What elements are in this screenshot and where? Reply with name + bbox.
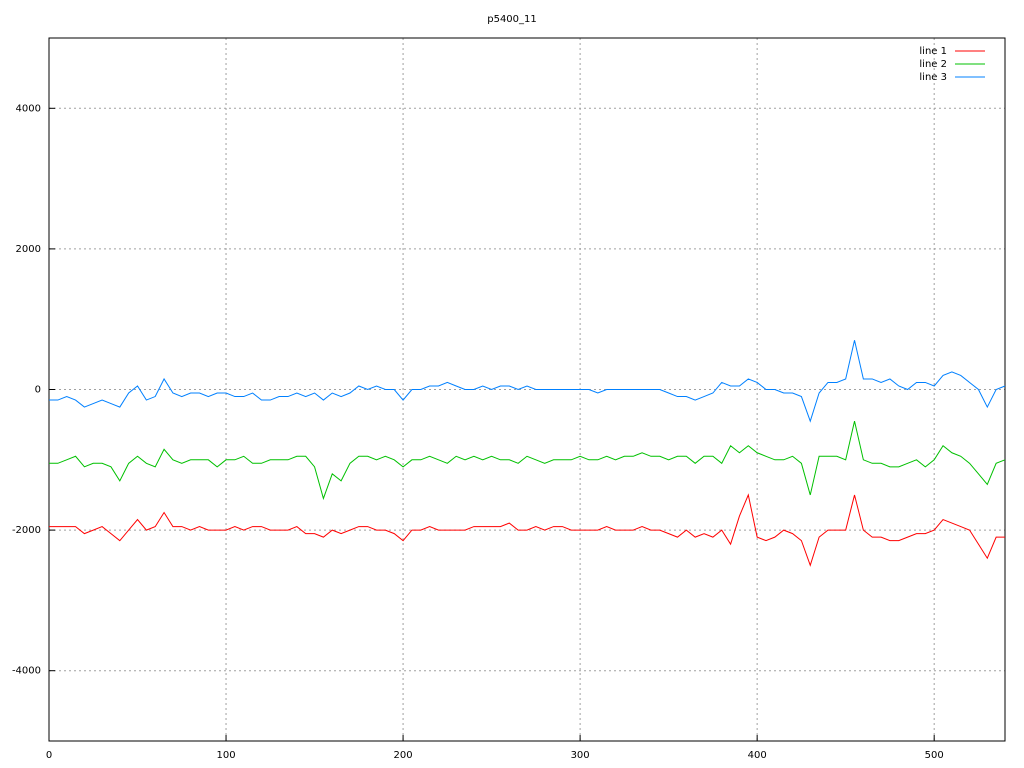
data-line <box>49 493 1005 567</box>
x-tick-label: 200 <box>394 750 413 761</box>
x-tick-label: 300 <box>571 750 590 761</box>
plot-border <box>48 37 1006 742</box>
x-tick-label: 500 <box>925 750 944 761</box>
data-line <box>49 340 1006 423</box>
x-tick-label: 0 <box>46 750 52 761</box>
data-line <box>49 421 1006 501</box>
legend-label: line 1 <box>919 46 947 57</box>
x-tick-label: 100 <box>216 750 235 761</box>
legend-label: line 2 <box>919 59 947 70</box>
y-tick-label: -4000 <box>12 666 41 677</box>
chart-title: p5400_11 <box>487 14 537 25</box>
y-tick-label: 0 <box>35 385 41 396</box>
legend-label: line 3 <box>919 72 947 83</box>
y-tick-label: -2000 <box>12 525 41 536</box>
y-tick-label: 4000 <box>16 103 41 114</box>
x-tick-label: 400 <box>748 750 767 761</box>
y-tick-label: 2000 <box>16 244 41 255</box>
